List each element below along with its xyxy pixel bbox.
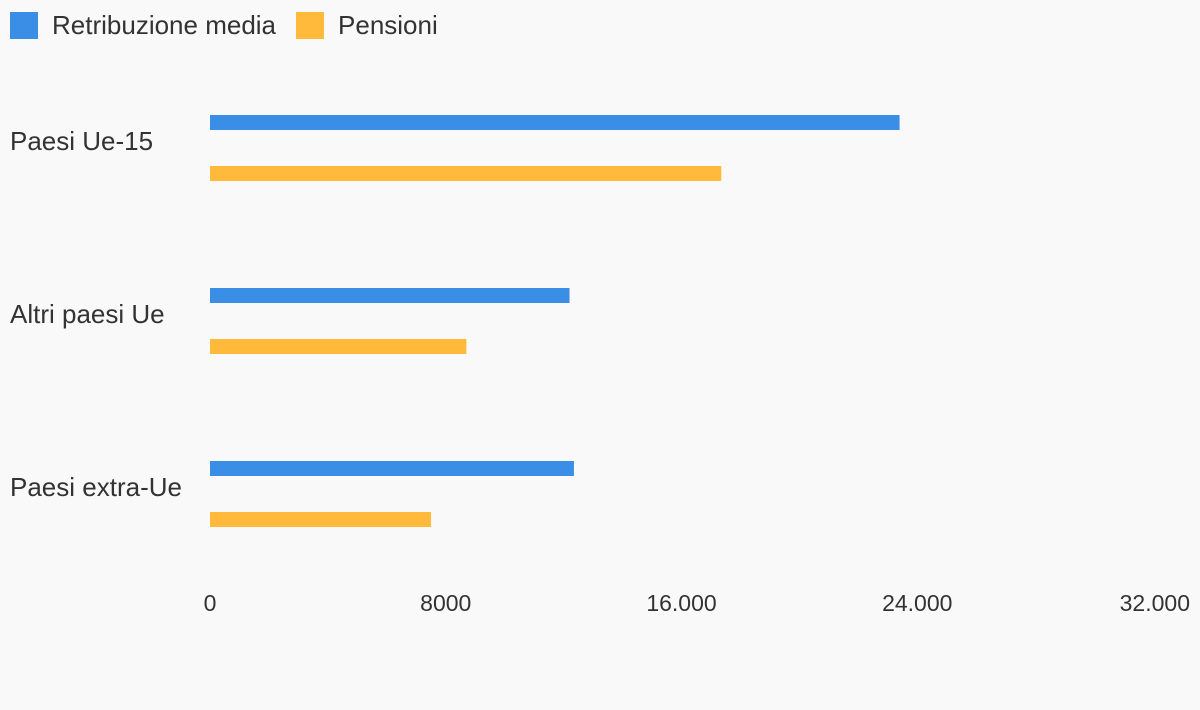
bar-pensioni[interactable] <box>210 339 467 354</box>
category-label: Altri paesi Ue <box>10 299 165 329</box>
bar-retribuzione[interactable] <box>210 115 900 130</box>
category-label: Paesi Ue-15 <box>10 126 153 156</box>
x-tick-label: 32.000 <box>1120 590 1190 616</box>
bar-retribuzione[interactable] <box>210 461 574 476</box>
legend-label-pensioni: Pensioni <box>338 10 438 40</box>
x-tick-label: 24.000 <box>882 590 952 616</box>
bar-pensioni[interactable] <box>210 512 432 527</box>
legend-swatch-pensioni <box>296 11 325 39</box>
bar-retribuzione[interactable] <box>210 288 570 303</box>
bar-pensioni[interactable] <box>210 166 722 181</box>
x-tick-label: 0 <box>204 590 217 616</box>
legend-item-pensioni[interactable]: Pensioni <box>296 10 438 40</box>
x-tick-label: 16.000 <box>646 590 716 616</box>
category-label: Paesi extra-Ue <box>10 472 182 502</box>
legend-swatch-retribuzione <box>10 11 38 39</box>
legend-label-retribuzione: Retribuzione media <box>52 10 277 40</box>
legend-item-retribuzione[interactable]: Retribuzione media <box>10 10 276 40</box>
x-tick-label: 8000 <box>420 590 471 616</box>
chart-legend: Retribuzione media Pensioni <box>10 10 458 40</box>
